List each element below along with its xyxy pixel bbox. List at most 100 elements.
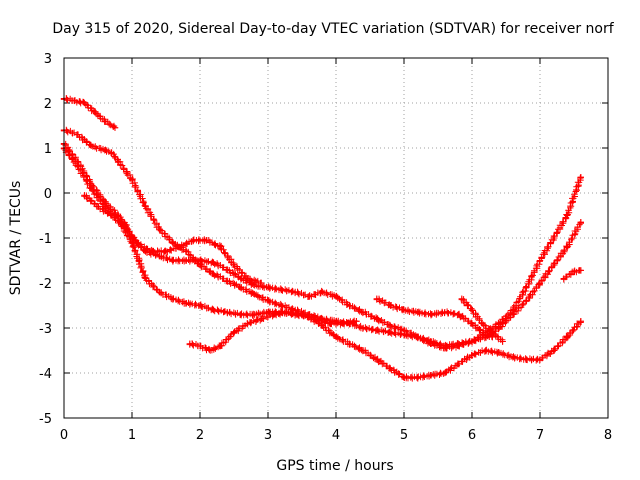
data-point [509, 354, 516, 361]
data-point [237, 284, 244, 291]
data-point [550, 261, 557, 269]
data-point [373, 327, 380, 334]
y-tick-label: 1 [44, 142, 52, 157]
data-point [428, 311, 435, 318]
data-point [468, 338, 476, 345]
data-point [169, 257, 176, 264]
data-point [305, 293, 312, 300]
data-point [224, 266, 231, 273]
data-point [455, 311, 462, 318]
data-point [264, 297, 272, 305]
data-point [482, 347, 489, 354]
data-point [230, 329, 238, 336]
data-point [319, 288, 326, 296]
tick-labels: 0 1 2 3 4 5 6 7 8 -5 -4 -3 -2 -1 0 1 2 3 [39, 52, 612, 443]
x-tick-label: 1 [128, 428, 136, 443]
data-point [101, 147, 108, 154]
data-point [499, 338, 506, 345]
data-point [577, 267, 584, 274]
data-point [128, 232, 136, 239]
data-point [455, 360, 462, 368]
data-point [577, 219, 584, 226]
data-point [509, 306, 516, 314]
data-point [468, 351, 476, 359]
data-point [400, 306, 408, 314]
data-point [230, 261, 238, 269]
data-point [217, 342, 224, 350]
data-point [441, 345, 448, 352]
data-point [387, 322, 394, 329]
data-series [60, 95, 584, 382]
data-point [564, 212, 571, 219]
series-track8 [458, 295, 506, 345]
data-point [196, 302, 204, 309]
y-tick-label: -3 [39, 322, 52, 337]
data-point [339, 320, 346, 327]
data-point [387, 302, 394, 309]
grid [64, 58, 608, 418]
x-tick-label: 2 [196, 428, 204, 443]
data-point [441, 369, 448, 377]
data-point [176, 243, 183, 251]
data-point [251, 291, 258, 298]
data-point [237, 275, 244, 282]
data-point [237, 311, 244, 318]
data-point [482, 331, 489, 338]
y-tick-label: 2 [44, 97, 52, 112]
data-point [115, 158, 122, 165]
data-point [156, 225, 163, 233]
data-point [244, 275, 251, 282]
data-point [468, 306, 476, 314]
data-point [244, 320, 251, 327]
data-point [373, 356, 380, 363]
data-point [196, 257, 204, 264]
data-point [346, 340, 353, 347]
data-point [564, 333, 571, 341]
data-point [414, 374, 421, 381]
data-point [169, 239, 176, 246]
data-point [149, 248, 156, 255]
x-tick-label: 5 [400, 428, 408, 443]
data-point [400, 327, 408, 334]
data-point [71, 97, 78, 104]
x-tick-label: 0 [60, 428, 68, 443]
data-point [536, 356, 544, 363]
data-point [203, 237, 210, 244]
data-point [496, 349, 503, 356]
data-point [190, 237, 197, 244]
y-tick-label: 0 [44, 187, 52, 202]
data-point [156, 288, 163, 296]
data-point [489, 329, 496, 336]
data-point [496, 320, 503, 327]
data-point [142, 203, 149, 210]
data-point [319, 322, 326, 329]
data-point [570, 268, 578, 275]
data-point [523, 284, 530, 291]
y-tick-label: -5 [39, 412, 52, 427]
plot-frame [63, 57, 609, 419]
data-point [122, 223, 129, 230]
data-point [360, 347, 367, 354]
data-point [94, 203, 102, 210]
data-point [81, 99, 88, 107]
data-point [441, 309, 448, 316]
y-tick-label: -4 [39, 367, 52, 382]
chart-title: Day 315 of 2020, Sidereal Day-to-day VTE… [52, 21, 614, 37]
series-track5 [81, 192, 265, 287]
data-point [577, 174, 584, 181]
data-point [210, 259, 217, 266]
data-point [183, 257, 190, 264]
data-point [278, 302, 285, 309]
data-point [360, 309, 367, 316]
data-point [74, 162, 81, 170]
data-point [278, 286, 285, 293]
data-point [88, 185, 95, 192]
data-point [292, 288, 299, 296]
data-point [101, 117, 108, 125]
data-point [373, 295, 380, 302]
x-tick-label: 4 [332, 428, 340, 443]
data-point [186, 340, 193, 347]
data-point [312, 315, 319, 323]
